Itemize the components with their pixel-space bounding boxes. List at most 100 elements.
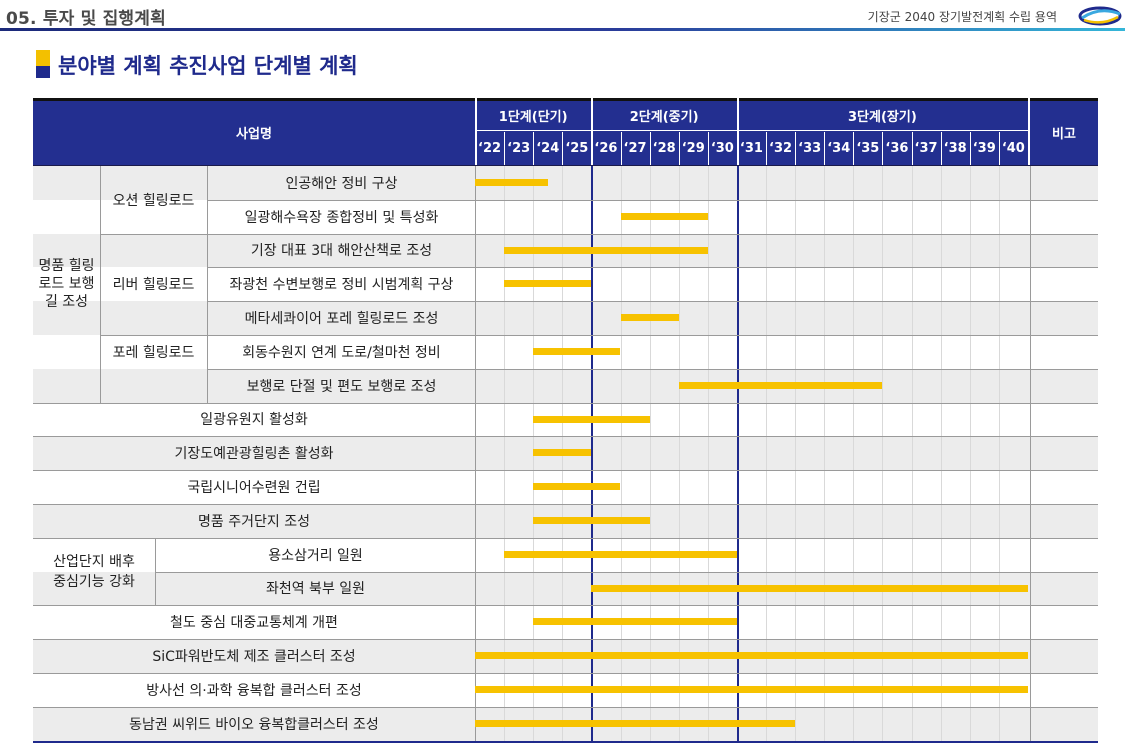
year-header: ‘29 <box>681 140 705 156</box>
header-separator <box>911 132 913 166</box>
header-separator <box>504 132 506 166</box>
row-divider <box>207 199 1098 201</box>
header-separator <box>620 132 622 166</box>
phase-grid-line <box>736 166 739 741</box>
schedule-bar <box>475 652 1028 660</box>
header-separator <box>678 132 680 166</box>
phase-header: 1단계(단기) <box>498 109 568 125</box>
schedule-bar <box>475 685 1028 693</box>
year-header: ‘38 <box>943 140 967 156</box>
year-grid-line <box>940 166 942 741</box>
header-separator <box>475 98 477 166</box>
subgroup-cell-river: 리버 힐링로드 <box>112 277 195 294</box>
header-separator <box>998 132 1000 166</box>
row-divider <box>100 335 1098 336</box>
project-name: 보행로 단절 및 편도 보행로 조성 <box>246 378 437 395</box>
schedule-bar <box>504 246 708 254</box>
category-cell-healing: 명품 힐링로드 보행길 조성 <box>38 258 95 311</box>
row-divider <box>33 537 1098 539</box>
year-header: ‘31 <box>739 140 763 156</box>
phase-divider <box>475 130 1030 131</box>
category-separator <box>100 166 101 403</box>
year-grid-line <box>504 166 506 741</box>
row-divider <box>207 267 1098 269</box>
project-name: 명품 주거단지 조성 <box>198 513 310 530</box>
year-grid-line <box>649 166 651 741</box>
schedule-bar <box>591 584 1028 592</box>
project-name: 일광유원지 활성화 <box>200 412 308 429</box>
project-name: SiC파워반도체 제조 클러스터 조성 <box>152 649 356 666</box>
year-grid-line <box>882 166 884 741</box>
row-divider <box>207 368 1098 370</box>
report-title: 기장군 2040 장기발전계획 수립 용역 <box>867 10 1057 24</box>
year-header: ‘26 <box>594 140 618 156</box>
table-bottom-rule <box>33 740 1098 743</box>
row-divider <box>155 571 1098 573</box>
project-name: 좌천역 북부 일원 <box>265 581 366 598</box>
category-separator-industrial <box>155 537 156 606</box>
header-separator <box>562 132 564 166</box>
year-grid-line <box>911 166 913 741</box>
project-name: 철도 중심 대중교통체계 개편 <box>170 615 338 632</box>
year-header: ‘30 <box>710 140 734 156</box>
schedule-bar <box>475 719 796 727</box>
row-divider <box>207 301 1098 303</box>
schedule-bar <box>504 550 737 558</box>
project-name: 메타세콰이어 포레 힐링로드 조성 <box>244 311 439 328</box>
project-name: 기장도예관광힐링촌 활성화 <box>174 446 334 463</box>
schedule-bar <box>533 618 737 626</box>
header-separator <box>649 132 651 166</box>
project-name: 인공해안 정비 구상 <box>285 175 398 192</box>
row-divider <box>33 639 1098 641</box>
year-header: ‘35 <box>856 140 880 156</box>
project-name: 회동수원지 연계 도로/철마천 정비 <box>242 344 441 361</box>
schedule-bar <box>533 347 621 355</box>
header-separator <box>969 132 971 166</box>
row-divider <box>33 504 1098 505</box>
year-grid-line <box>969 166 971 741</box>
schedule-bar <box>620 212 708 220</box>
schedule-bar <box>475 178 548 186</box>
header-separator <box>940 132 942 166</box>
year-header: ‘25 <box>565 140 589 156</box>
column-header-note: 비고 <box>1052 126 1076 142</box>
year-header: ‘24 <box>536 140 560 156</box>
row-background <box>33 166 1098 200</box>
subgroup-cell-forest: 포레 힐링로드 <box>112 344 195 361</box>
row-divider <box>33 706 1098 708</box>
year-grid-line <box>620 166 622 741</box>
header-separator <box>853 132 855 166</box>
row-divider <box>33 470 1098 472</box>
header-separator <box>1027 98 1030 166</box>
row-divider <box>33 436 1098 438</box>
schedule-bar <box>620 314 679 322</box>
header-band <box>33 98 1098 166</box>
phase-grid-line <box>591 166 594 741</box>
project-name: 기장 대표 3대 해안산책로 조성 <box>250 243 433 260</box>
year-grid-line <box>678 166 680 741</box>
header-separator <box>824 132 826 166</box>
row-background <box>33 199 1098 234</box>
year-header: ‘40 <box>1001 140 1025 156</box>
header-top-rule <box>33 98 1098 101</box>
header-separator <box>766 132 767 166</box>
year-header: ‘34 <box>827 140 851 156</box>
phase-header: 3단계(장기) <box>848 109 917 125</box>
section-title: 05. 투자 및 집행계획 <box>6 9 166 29</box>
phase-header: 2단계(중기) <box>629 109 699 125</box>
header-divider <box>0 28 1125 31</box>
header-separator <box>882 132 884 166</box>
schedule-bar <box>533 449 592 457</box>
year-header: ‘23 <box>507 140 531 156</box>
project-name: 방사선 의·과학 융복합 클러스터 조성 <box>146 682 362 699</box>
year-header: ‘32 <box>769 140 793 156</box>
title-marker-icon <box>36 50 50 78</box>
row-divider <box>100 233 1098 235</box>
year-grid-line <box>824 166 826 741</box>
grid-left-border <box>475 166 476 741</box>
year-grid-line <box>853 166 855 741</box>
page-title: 분야별 계획 추진사업 단계별 계획 <box>58 54 358 78</box>
year-grid-line <box>795 166 797 741</box>
header-separator <box>795 132 797 166</box>
row-background <box>33 301 1098 335</box>
